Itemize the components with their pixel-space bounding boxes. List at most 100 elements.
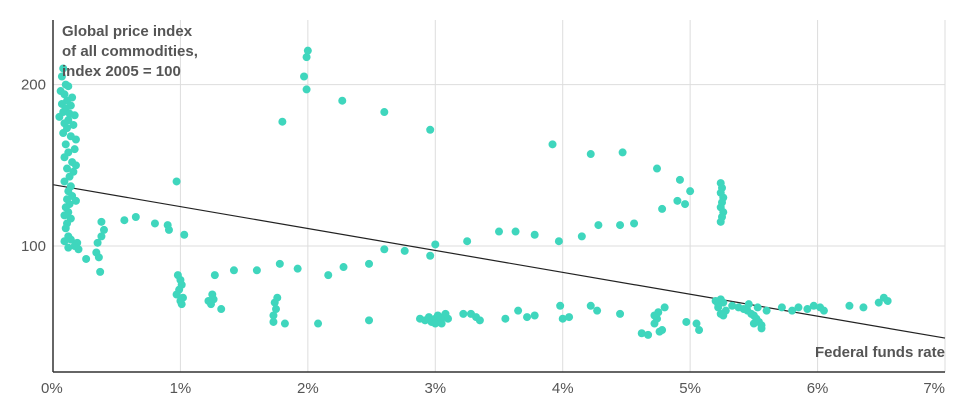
data-point <box>728 301 737 310</box>
x-tick-label: 7% <box>923 380 945 397</box>
data-point <box>64 243 73 252</box>
data-point <box>819 306 828 315</box>
data-point <box>365 259 374 268</box>
data-point <box>82 254 91 263</box>
data-point <box>217 305 226 314</box>
data-point <box>97 217 106 226</box>
data-point <box>719 311 728 320</box>
data-point <box>74 245 83 254</box>
data-point <box>556 301 565 310</box>
data-point <box>64 82 73 91</box>
data-point <box>716 217 725 226</box>
data-point <box>658 326 667 335</box>
data-point <box>65 172 74 181</box>
data-point <box>180 230 189 239</box>
data-point <box>96 267 105 276</box>
data-point <box>59 64 68 73</box>
data-point <box>695 326 704 335</box>
x-tick-label: 1% <box>170 380 192 397</box>
data-point <box>269 311 278 320</box>
data-point <box>70 145 79 154</box>
x-tick-label: 4% <box>552 380 574 397</box>
data-point <box>69 120 78 129</box>
data-point <box>60 90 69 99</box>
data-point <box>273 293 282 302</box>
data-point <box>511 227 520 236</box>
data-point <box>426 251 435 260</box>
data-point <box>59 129 68 138</box>
data-point <box>93 238 102 247</box>
data-point <box>339 263 348 272</box>
data-point <box>644 330 653 339</box>
data-point <box>749 319 758 328</box>
data-point <box>495 227 503 236</box>
data-point <box>437 319 446 328</box>
data-point <box>426 125 435 134</box>
data-point <box>60 237 69 246</box>
data-point <box>845 301 854 310</box>
data-point <box>514 306 523 315</box>
data-point <box>70 111 79 120</box>
data-point <box>762 306 771 315</box>
data-point <box>637 329 646 338</box>
data-point <box>653 164 662 173</box>
data-point <box>859 303 868 312</box>
data-point <box>616 221 625 230</box>
data-point <box>593 306 602 315</box>
x-tick-label: 0% <box>41 380 63 397</box>
data-point <box>586 301 595 310</box>
data-point <box>475 316 484 325</box>
data-point <box>131 212 140 221</box>
data-point <box>172 177 181 186</box>
data-point <box>777 303 786 312</box>
data-points <box>55 46 892 339</box>
data-point <box>400 246 409 255</box>
y-tick-labels: 100 200 <box>21 77 46 255</box>
data-point <box>554 237 563 246</box>
data-point <box>60 153 69 162</box>
data-point <box>757 324 766 333</box>
y-axis-title-line-1: Global price index <box>62 23 193 40</box>
data-point <box>530 311 539 320</box>
data-point <box>431 240 440 249</box>
data-point <box>577 232 586 241</box>
data-point <box>714 303 723 312</box>
data-point <box>523 313 532 322</box>
gridlines <box>53 20 946 372</box>
data-point <box>204 296 213 305</box>
data-point <box>272 305 280 314</box>
y-axis-title-line-3: index 2005 = 100 <box>62 63 181 80</box>
data-point <box>60 177 69 186</box>
data-point <box>686 187 695 196</box>
data-point <box>501 314 510 323</box>
data-point <box>809 301 818 310</box>
data-point <box>300 72 309 81</box>
data-point <box>172 290 181 299</box>
data-point <box>208 290 217 299</box>
data-point <box>302 53 311 62</box>
data-point <box>744 300 753 309</box>
data-point <box>99 225 108 234</box>
data-point <box>55 112 64 121</box>
data-point <box>548 140 557 149</box>
data-point <box>874 298 883 307</box>
data-point <box>314 319 323 328</box>
x-tick-labels: 0% 1% 2% 3% 4% 5% 6% 7% <box>41 380 945 397</box>
data-point <box>380 245 389 254</box>
data-point <box>681 200 690 209</box>
data-point <box>719 298 728 307</box>
data-point <box>658 204 667 213</box>
data-point <box>682 317 691 326</box>
data-point <box>673 196 682 205</box>
data-point <box>63 164 72 173</box>
data-point <box>61 224 70 233</box>
data-point <box>210 271 219 280</box>
data-point <box>229 266 238 275</box>
data-point <box>177 300 186 309</box>
data-point <box>788 306 797 315</box>
data-point <box>883 296 892 305</box>
data-point <box>66 235 75 244</box>
data-point <box>675 175 684 184</box>
data-point <box>365 316 374 325</box>
